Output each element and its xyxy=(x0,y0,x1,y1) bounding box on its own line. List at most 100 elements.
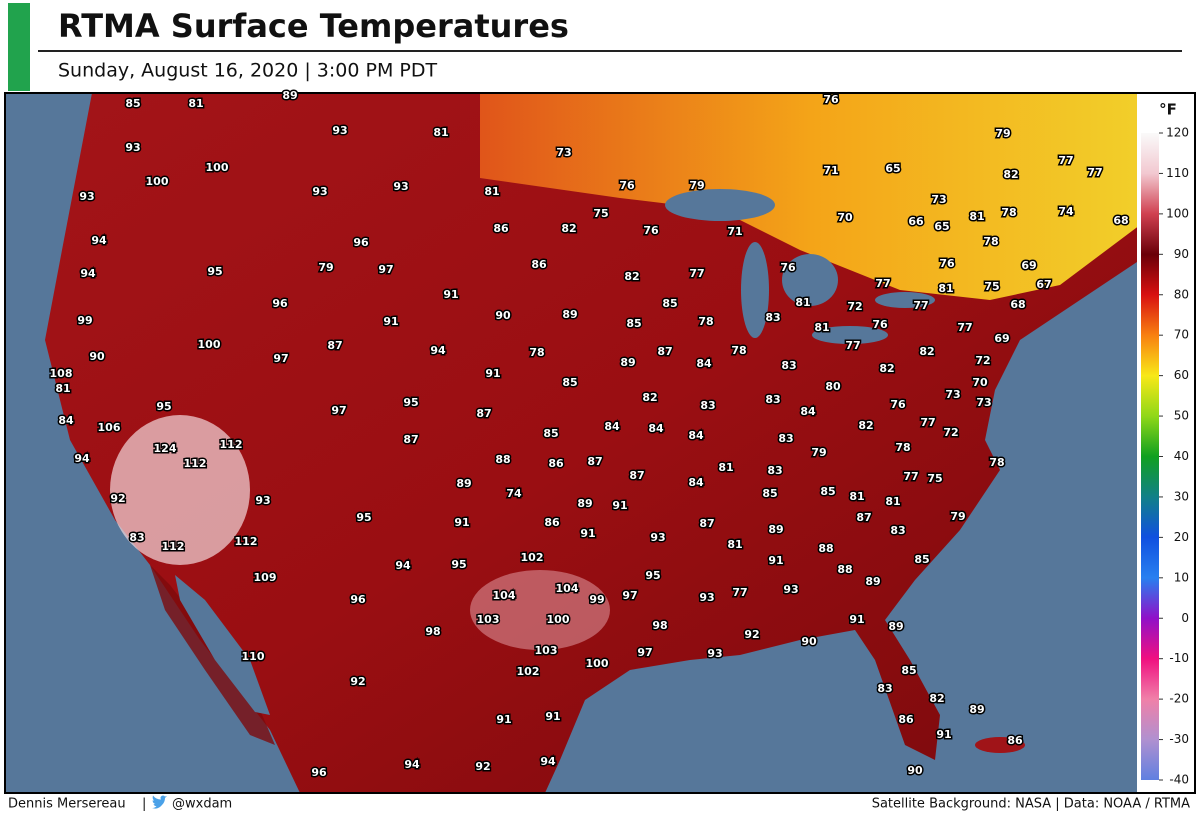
temperature-label: 96 xyxy=(350,593,366,606)
temperature-label: 76 xyxy=(890,398,906,411)
temperature-label: 93 xyxy=(332,124,347,137)
temperature-label: 96 xyxy=(311,766,327,779)
temperature-label: 90 xyxy=(907,764,923,777)
temperature-label: 79 xyxy=(318,261,333,274)
temperature-label: 84 xyxy=(800,405,816,418)
temperature-label: 81 xyxy=(795,296,810,309)
temperature-label: 87 xyxy=(657,345,672,358)
temperature-label: 78 xyxy=(731,344,746,357)
temperature-label: 79 xyxy=(950,510,965,523)
temperature-label: 90 xyxy=(801,635,817,648)
temperature-label: 83 xyxy=(890,524,905,537)
temperature-label: 91 xyxy=(580,527,595,540)
temperature-label: 76 xyxy=(643,224,659,237)
hot-texas xyxy=(470,570,610,650)
colorbar xyxy=(1141,133,1159,780)
temperature-label: 87 xyxy=(629,469,644,482)
temperature-label: 100 xyxy=(146,175,169,188)
temperature-label: 91 xyxy=(496,713,511,726)
temperature-label: 94 xyxy=(395,559,411,572)
temperature-label: 85 xyxy=(662,297,677,310)
temperature-label: 86 xyxy=(898,713,914,726)
temperature-label: 86 xyxy=(1007,734,1023,747)
lake-ontario xyxy=(875,292,935,308)
colorbar-tick-label: 100 xyxy=(1166,206,1189,220)
temperature-label: 86 xyxy=(544,516,560,529)
temperature-label: 84 xyxy=(648,422,664,435)
temperature-label: 88 xyxy=(818,542,833,555)
temperature-label: 67 xyxy=(1036,278,1051,291)
subtitle: Sunday, August 16, 2020 | 3:00 PM PDT xyxy=(58,60,437,82)
temperature-label: 73 xyxy=(976,396,991,409)
temperature-label: 77 xyxy=(1087,166,1102,179)
temperature-label: 69 xyxy=(1021,259,1036,272)
temperature-label: 93 xyxy=(79,190,94,203)
temperature-label: 65 xyxy=(885,162,900,175)
gulf-of-california xyxy=(175,575,270,715)
temperature-label: 82 xyxy=(561,222,576,235)
temperature-label: 93 xyxy=(255,494,270,507)
temperature-label: 124 xyxy=(154,442,177,455)
colorbar-tick-label: 10 xyxy=(1174,570,1189,584)
temperature-label: 100 xyxy=(547,613,570,626)
temperature-label: 106 xyxy=(98,421,121,434)
temperature-label: 95 xyxy=(451,558,466,571)
temperature-label: 81 xyxy=(727,538,742,551)
temperature-label: 91 xyxy=(936,728,951,741)
temperature-label: 97 xyxy=(273,352,288,365)
temperature-label: 95 xyxy=(356,511,371,524)
temperature-label: 78 xyxy=(1001,206,1016,219)
temperature-label: 112 xyxy=(235,535,258,548)
temperature-label: 93 xyxy=(707,647,722,660)
temperature-label: 95 xyxy=(403,396,418,409)
temperature-label: 91 xyxy=(612,499,627,512)
temperature-label: 102 xyxy=(521,551,544,564)
temperature-label: 79 xyxy=(689,179,704,192)
map-frame xyxy=(4,92,1196,794)
temperature-label: 79 xyxy=(995,127,1010,140)
temperature-label: 93 xyxy=(312,185,327,198)
temperature-label: 80 xyxy=(825,380,841,393)
temperature-label: 100 xyxy=(586,657,609,670)
temperature-label: 83 xyxy=(767,464,782,477)
lake-superior xyxy=(665,189,775,221)
temperature-label: 87 xyxy=(856,511,871,524)
temperature-label: 112 xyxy=(162,540,185,553)
temperature-label: 77 xyxy=(1058,154,1073,167)
temperature-label: 89 xyxy=(456,477,471,490)
temperature-label: 93 xyxy=(393,180,408,193)
temperature-label: 92 xyxy=(110,492,125,505)
temperature-label: 88 xyxy=(837,563,852,576)
temperature-label: 73 xyxy=(945,388,960,401)
temperature-label: 110 xyxy=(242,650,265,663)
twitter-icon xyxy=(152,795,167,809)
temperature-label: 76 xyxy=(823,93,839,106)
temperature-label: 95 xyxy=(207,265,222,278)
temperature-label: 92 xyxy=(744,628,759,641)
colorbar-tick-label: 50 xyxy=(1174,409,1189,423)
temperature-label: 94 xyxy=(540,755,556,768)
temperature-label: 77 xyxy=(689,267,704,280)
temperature-label: 77 xyxy=(920,416,935,429)
temperature-label: 81 xyxy=(938,282,953,295)
temperature-label: 81 xyxy=(718,461,733,474)
temperature-label: 77 xyxy=(957,321,972,334)
temperature-label: 97 xyxy=(378,263,393,276)
temperature-label: 71 xyxy=(823,164,838,177)
credits: Satellite Background: NASA | Data: NOAA … xyxy=(872,797,1190,812)
temperature-label: 82 xyxy=(858,419,873,432)
temperature-label: 77 xyxy=(845,339,860,352)
colorbar-tick-label: -20 xyxy=(1169,692,1189,706)
temperature-label: 91 xyxy=(768,554,783,567)
temperature-label: 87 xyxy=(587,455,602,468)
temperature-label: 91 xyxy=(545,710,560,723)
temperature-label: 82 xyxy=(919,345,934,358)
temperature-label: 76 xyxy=(939,257,955,270)
lake-huron xyxy=(782,254,838,306)
temperature-label: 93 xyxy=(783,583,798,596)
temperature-label: 78 xyxy=(529,346,544,359)
station-labels: 85 81 89 93 81 76 79 93 73 100 100 93 93 81 76 79 71 65 82… xyxy=(48,88,1130,781)
temperature-label: 82 xyxy=(624,270,639,283)
temperature-label: 98 xyxy=(425,625,440,638)
